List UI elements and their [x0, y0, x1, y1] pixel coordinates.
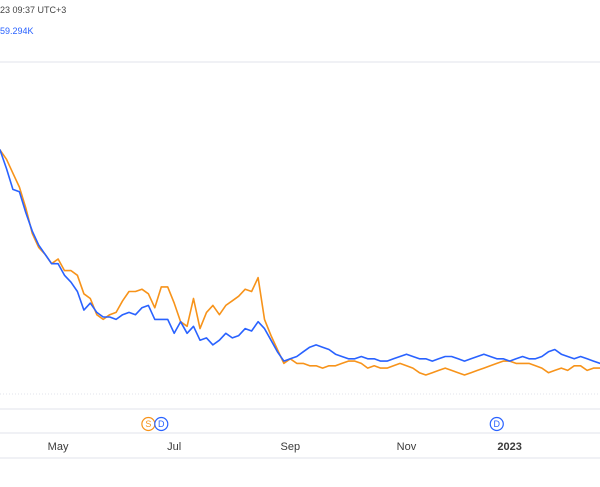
x-tick-2023: 2023 — [497, 441, 521, 453]
grid-layer — [0, 61, 600, 459]
svg-text:S: S — [145, 419, 151, 429]
chart-timestamp: 23 09:37 UTC+3 — [0, 5, 67, 15]
event-badge-d-2[interactable]: D — [154, 416, 169, 432]
series-lines — [0, 149, 600, 376]
chart-last-value: 59.294K — [0, 26, 34, 36]
series-line-2 — [0, 149, 600, 365]
series-line-1 — [0, 149, 600, 376]
svg-text:D: D — [158, 419, 165, 429]
x-tick-jul: Jul — [167, 441, 181, 453]
x-axis-ticks: May Jul Sep Nov 2023 — [48, 441, 522, 453]
svg-text:D: D — [494, 419, 501, 429]
x-tick-sep: Sep — [281, 441, 301, 453]
event-badge-s-1[interactable]: S — [141, 416, 156, 432]
event-badge-d-3[interactable]: D — [489, 416, 504, 432]
x-tick-may: May — [48, 441, 69, 453]
x-tick-nov: Nov — [397, 441, 417, 453]
